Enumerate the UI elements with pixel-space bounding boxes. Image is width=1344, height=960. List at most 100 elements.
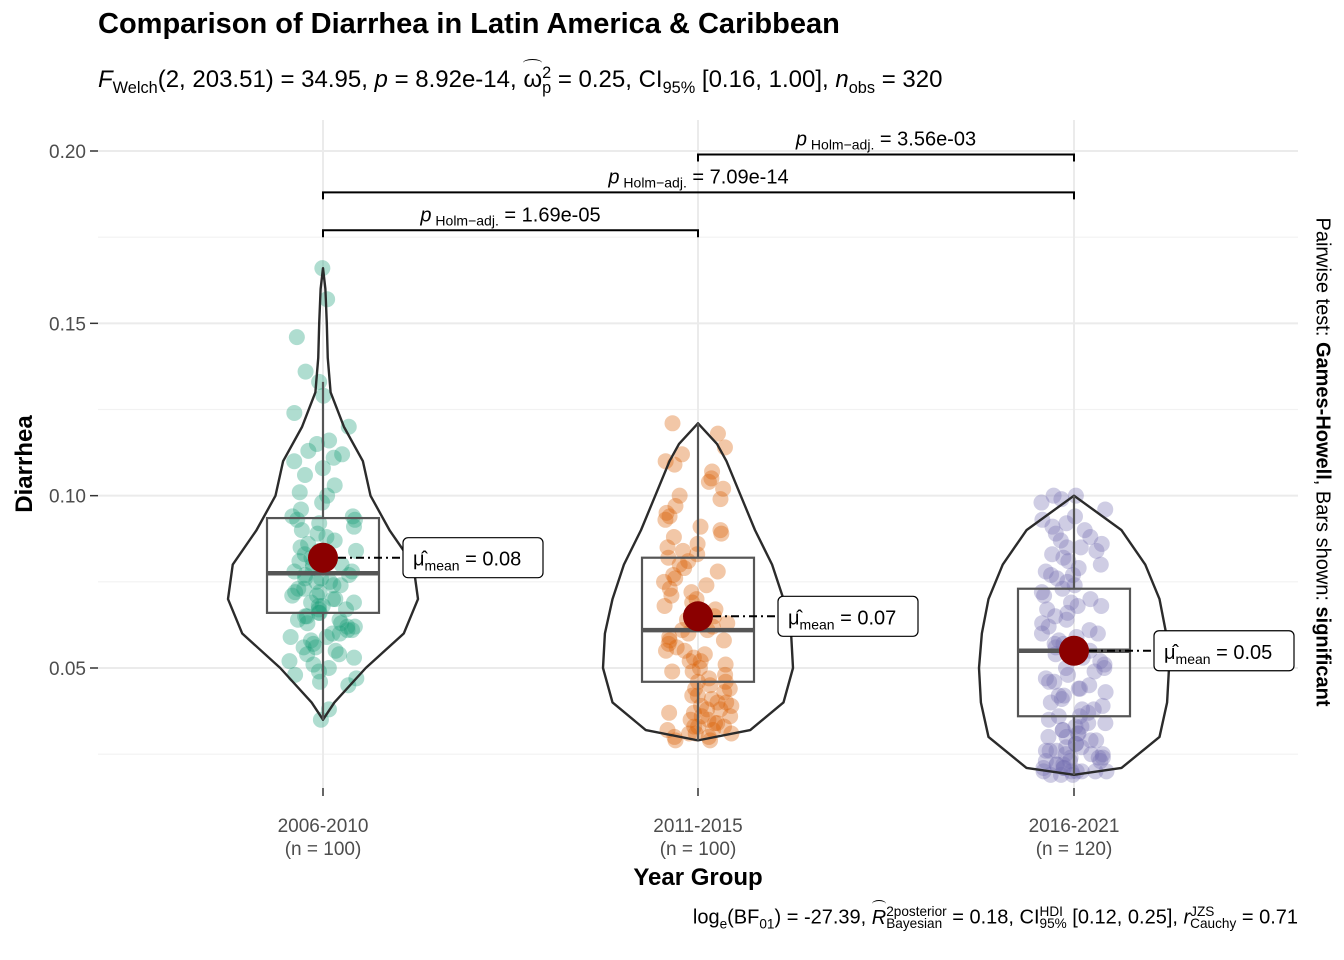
data-point: [1094, 749, 1111, 766]
data-point: [1081, 622, 1098, 639]
data-point: [1048, 756, 1065, 773]
data-point: [709, 694, 726, 711]
data-point: [1047, 608, 1064, 625]
data-point: [309, 587, 326, 604]
data-point: [702, 732, 719, 749]
data-point: [325, 449, 342, 466]
comparison-p: p: [419, 204, 431, 226]
data-point: [331, 625, 348, 642]
data-point: [1033, 494, 1050, 511]
data-point: [291, 484, 308, 501]
data-point: [290, 580, 307, 597]
r-scripts: 2posterior Bayesian: [886, 905, 946, 931]
data-point: [1085, 701, 1102, 718]
data-point: [661, 628, 678, 645]
data-point: [667, 498, 684, 515]
data-point: [1063, 594, 1080, 611]
ci-sub: 95%: [1039, 916, 1067, 932]
mean-label-value: = 0.05: [1211, 642, 1273, 664]
data-point: [1041, 673, 1058, 690]
data-point: [344, 508, 361, 525]
data-point: [307, 639, 324, 656]
data-point: [332, 577, 349, 594]
mean-label-sub: mean: [425, 558, 460, 574]
x-tick-label: 2016-2021: [1029, 816, 1120, 837]
x-tick-n-label: (n = 100): [285, 839, 362, 860]
data-point: [303, 632, 320, 649]
data-point: [1097, 684, 1114, 701]
data-point: [311, 373, 328, 390]
bf-sub: 01: [759, 916, 775, 932]
x-tick-label: 2006-2010: [278, 816, 369, 837]
data-point: [702, 677, 719, 694]
data-point: [321, 432, 338, 449]
data-point: [1069, 597, 1086, 614]
comparison-p: p: [795, 128, 807, 150]
data-point: [327, 642, 344, 659]
comparison-label: p Holm−adj. = 1.69e-05: [419, 204, 600, 228]
data-point: [709, 715, 726, 732]
data-point: [308, 573, 325, 590]
data-point: [1093, 597, 1110, 614]
pairwise-shown: significant: [1311, 606, 1334, 707]
data-point: [1082, 529, 1099, 546]
data-point: [286, 404, 303, 421]
comparison-p-value: = 7.09e-14: [687, 166, 789, 188]
comparison-p-sub: Holm−adj.: [807, 136, 874, 152]
data-point: [1070, 680, 1087, 697]
data-point: [1040, 711, 1057, 728]
data-point: [1033, 625, 1050, 642]
data-point: [1054, 722, 1071, 739]
data-point: [692, 653, 709, 670]
data-point: [1055, 756, 1072, 773]
data-point: [676, 560, 693, 577]
data-point: [671, 487, 688, 504]
data-point: [661, 580, 678, 597]
data-point: [311, 584, 328, 601]
data-point: [687, 725, 704, 742]
data-point: [333, 615, 350, 632]
data-point: [667, 570, 684, 587]
data-point: [1067, 735, 1084, 752]
data-point: [1037, 563, 1054, 580]
data-point: [705, 722, 722, 739]
comparison-bracket: [697, 153, 1075, 162]
data-point: [1060, 553, 1077, 570]
data-point: [295, 639, 312, 656]
data-point: [318, 529, 335, 546]
data-point: [320, 660, 337, 676]
data-point: [1049, 570, 1066, 587]
r-value: = 0.18, CI: [952, 906, 1040, 929]
ci-caption-value: [0.12, 0.25],: [1072, 906, 1178, 929]
data-point: [1044, 518, 1061, 535]
data-point: [314, 597, 331, 614]
omega-symbol: ω: [523, 59, 543, 94]
data-point: [1073, 718, 1090, 735]
comparison-label: p Holm−adj. = 3.56e-03: [795, 128, 976, 152]
data-point: [712, 522, 729, 539]
data-point: [1088, 732, 1105, 749]
data-point: [1072, 680, 1089, 697]
data-point: [703, 691, 720, 708]
data-point: [1054, 722, 1071, 739]
data-point: [292, 501, 309, 518]
data-point: [717, 656, 734, 673]
data-point: [324, 625, 341, 642]
data-point: [1050, 687, 1067, 704]
comparison-bracket: [322, 191, 1075, 200]
r-symbol: R: [871, 899, 887, 929]
data-point: [665, 529, 682, 546]
ci-subscript: 95%: [662, 78, 696, 97]
data-point: [289, 511, 306, 528]
data-point: [1060, 666, 1077, 683]
data-point: [1086, 663, 1103, 680]
data-point: [1041, 742, 1058, 759]
data-point: [716, 684, 733, 701]
log-text: log: [692, 906, 720, 929]
mean-label: μ̂mean = 0.05: [1164, 642, 1272, 667]
data-point: [681, 653, 698, 670]
data-point: [664, 415, 681, 432]
data-point: [296, 466, 313, 483]
data-point: [292, 539, 309, 556]
